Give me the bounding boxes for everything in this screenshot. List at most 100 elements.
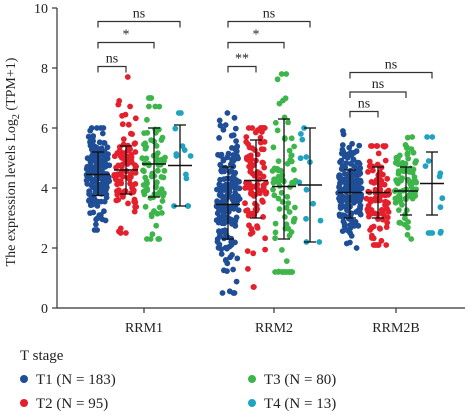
data-point — [219, 290, 226, 296]
data-point — [405, 155, 412, 162]
data-point — [116, 178, 122, 185]
significance-label: ** — [235, 52, 249, 67]
data-point — [127, 180, 133, 187]
data-point — [258, 125, 264, 131]
data-point — [120, 173, 126, 180]
data-point — [353, 167, 360, 174]
data-point — [349, 140, 355, 147]
data-point — [187, 153, 194, 159]
data-point — [84, 181, 91, 187]
x-tick-label: RRM2B — [372, 321, 419, 336]
data-point — [396, 152, 403, 159]
data-point — [365, 209, 372, 216]
data-point — [175, 110, 182, 116]
data-point — [142, 140, 149, 147]
data-point — [159, 156, 165, 163]
data-point — [232, 185, 239, 192]
data-point — [173, 153, 180, 159]
data-point — [104, 144, 111, 151]
x-tick-label: RRM1 — [125, 321, 163, 336]
data-point — [366, 158, 373, 165]
data-point — [395, 161, 402, 168]
data-point — [410, 149, 417, 156]
data-point — [141, 130, 148, 137]
data-point — [365, 169, 371, 175]
data-point — [93, 221, 99, 228]
data-point — [336, 184, 342, 191]
data-point — [215, 244, 222, 251]
data-point — [140, 167, 146, 174]
data-point — [101, 198, 108, 205]
data-point — [290, 180, 297, 187]
data-point — [260, 173, 267, 180]
data-point — [185, 203, 192, 209]
data-point — [413, 158, 419, 164]
data-point — [344, 197, 350, 204]
data-point — [281, 135, 288, 142]
data-point — [343, 240, 350, 247]
data-point — [183, 171, 189, 178]
data-point — [261, 139, 268, 145]
data-point — [287, 157, 294, 164]
data-point — [288, 135, 295, 142]
data-point — [370, 235, 377, 242]
data-point — [144, 236, 150, 242]
data-point — [218, 251, 225, 257]
data-point — [274, 166, 281, 172]
data-point — [87, 142, 94, 149]
y-tick-label: 0 — [41, 302, 48, 317]
data-point — [118, 163, 125, 170]
data-point — [286, 147, 293, 154]
y-axis-label: The expression levels Log2 (TPM+1) — [4, 57, 22, 266]
y-axis-label-main: The expression levels Log — [4, 119, 19, 266]
data-point — [229, 178, 236, 185]
data-point — [236, 196, 243, 202]
data-point — [357, 197, 363, 204]
data-point — [217, 161, 224, 168]
data-point — [127, 130, 134, 137]
legend-entry: T1 (N = 183) — [36, 372, 116, 388]
data-point — [125, 200, 131, 207]
data-point — [283, 71, 290, 77]
data-point — [233, 278, 240, 285]
significance-label: * — [253, 28, 260, 43]
data-point — [86, 191, 92, 198]
legend-marker — [248, 375, 256, 383]
data-point — [427, 230, 433, 236]
data-point — [111, 153, 118, 160]
data-point — [291, 166, 297, 173]
data-point — [298, 131, 304, 137]
data-point — [382, 143, 389, 149]
data-point — [101, 208, 107, 215]
data-point — [217, 122, 224, 129]
data-point — [260, 199, 266, 205]
data-point — [339, 142, 346, 148]
data-point — [400, 168, 407, 175]
data-point — [97, 175, 104, 182]
x-tick-label: RRM2 — [255, 321, 293, 336]
data-point — [94, 203, 101, 209]
significance-label: ns — [106, 52, 118, 67]
significance-bracket — [349, 91, 407, 98]
data-point — [234, 255, 241, 262]
data-point — [336, 195, 343, 202]
data-point — [231, 114, 238, 121]
data-point — [87, 202, 94, 209]
data-point — [357, 179, 364, 186]
significance-label: ns — [133, 7, 145, 22]
data-point — [114, 191, 121, 198]
data-point — [230, 197, 237, 204]
data-point — [340, 131, 347, 138]
data-point — [88, 125, 95, 131]
data-point — [269, 168, 276, 174]
data-point — [274, 127, 281, 134]
legend-marker — [20, 399, 28, 407]
data-point — [396, 168, 402, 175]
data-point — [132, 181, 139, 187]
y-tick-label: 4 — [41, 182, 48, 197]
data-point — [103, 191, 110, 198]
data-point — [395, 193, 402, 199]
data-point — [233, 148, 240, 155]
data-point — [123, 230, 129, 236]
data-point — [337, 159, 343, 166]
